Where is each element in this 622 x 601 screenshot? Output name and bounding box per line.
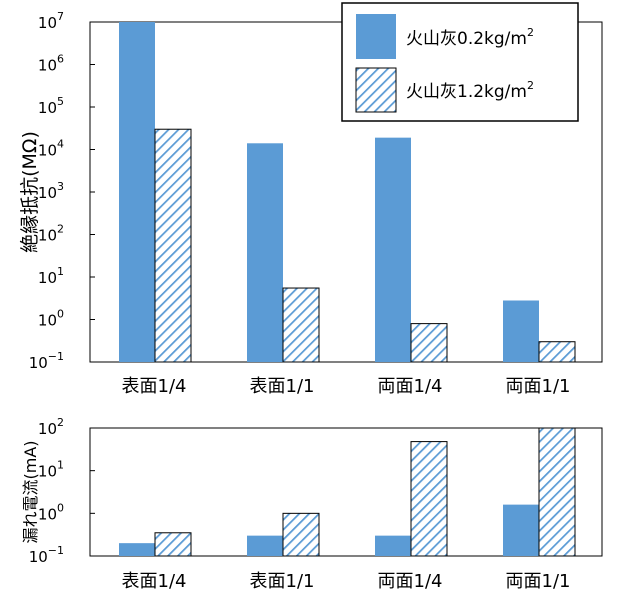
category-label: 両面1/4: [378, 376, 443, 397]
bar-hatched: [410, 323, 448, 363]
top-y-axis-title: 絶縁抵抗(MΩ): [19, 131, 41, 253]
bottom-category-labels: 表面1/4 表面1/1 両面1/4 両面1/1: [122, 571, 571, 592]
insulation-resistance-chart: 10−1 100 101 102 103 104 105 106 107 表面1/4 表面1/1 両…: [19, 2, 603, 397]
legend-label-series-2: 火山灰1.2kg/m2: [406, 79, 534, 102]
y-tick-label: 101: [38, 265, 64, 287]
bar-hatched: [282, 287, 320, 363]
y-tick-label: 10−1: [29, 350, 64, 372]
bar-hatched: [154, 128, 192, 363]
category-label: 両面1/1: [506, 376, 571, 397]
bottom-y-ticks: 10−1 100 101 102: [29, 416, 95, 566]
bar-hatched: [410, 441, 448, 557]
y-tick-label: 106: [38, 53, 64, 75]
y-tick-label: 104: [38, 138, 64, 160]
bottom-bars: [119, 427, 576, 557]
category-label: 表面1/1: [250, 376, 315, 397]
legend-label-series-1: 火山灰0.2kg/m2: [406, 26, 534, 49]
y-tick-label: 102: [38, 416, 64, 438]
category-label: 表面1/1: [250, 571, 315, 592]
legend-swatch-solid: [356, 14, 396, 59]
category-label: 表面1/4: [122, 376, 187, 397]
bar-solid: [375, 137, 411, 362]
bar-hatched: [282, 512, 320, 557]
bar-solid: [247, 535, 283, 556]
top-category-labels: 表面1/4 表面1/1 両面1/4 両面1/1: [122, 376, 571, 397]
bar-hatched: [538, 341, 576, 363]
y-tick-label: 101: [38, 459, 64, 481]
bar-solid: [503, 504, 539, 556]
legend-swatch-hatched: [355, 67, 397, 113]
bottom-y-axis-title: 漏れ電流(mA): [21, 440, 40, 543]
leakage-current-chart: 10−1 100 101 102 表面1/4 表面1/1 両面1/4 両面1/1 漏れ電流(…: [21, 416, 603, 592]
y-tick-label: 10−1: [29, 544, 64, 566]
y-tick-label: 107: [38, 10, 64, 32]
top-bars: [119, 22, 576, 363]
bar-solid: [119, 22, 155, 362]
legend: 火山灰0.2kg/m2 火山灰1.2kg/m2: [341, 2, 579, 122]
y-tick-label: 102: [38, 223, 64, 245]
y-tick-label: 100: [38, 501, 64, 523]
category-label: 両面1/4: [378, 571, 443, 592]
bar-solid: [119, 543, 155, 556]
bar-solid: [503, 300, 539, 362]
y-tick-label: 100: [38, 308, 64, 330]
bar-hatched: [538, 427, 576, 557]
bar-solid: [375, 535, 411, 556]
top-y-ticks: 10−1 100 101 102 103 104 105 106 107: [29, 10, 95, 372]
category-label: 両面1/1: [506, 571, 571, 592]
bar-solid: [247, 143, 283, 362]
y-tick-label: 103: [38, 180, 64, 202]
bar-hatched: [154, 532, 192, 557]
bottom-plot-frame: [89, 427, 603, 557]
category-label: 表面1/4: [122, 571, 187, 592]
y-tick-label: 105: [38, 95, 64, 117]
